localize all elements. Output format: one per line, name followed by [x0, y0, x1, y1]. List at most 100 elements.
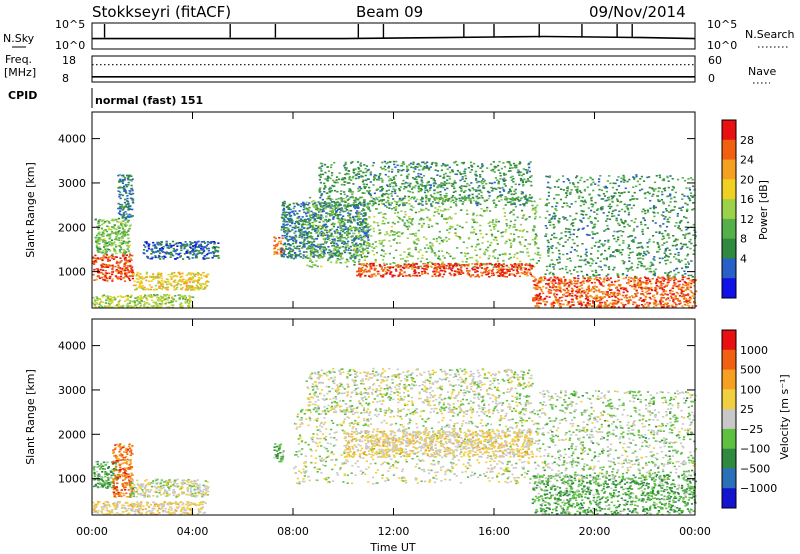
- power-cell: [344, 204, 347, 207]
- power-cell: [206, 285, 209, 287]
- power-cell: [176, 248, 179, 251]
- power-cell: [418, 274, 421, 277]
- power-cell: [412, 233, 415, 235]
- power-cell: [286, 248, 289, 251]
- power-cell: [480, 274, 483, 277]
- power-cell: [109, 250, 112, 252]
- power-cell: [347, 212, 350, 214]
- power-cell: [319, 173, 322, 176]
- power-cell: [325, 229, 328, 232]
- power-cell: [463, 264, 466, 266]
- power-cell: [525, 263, 528, 265]
- power-cell: [471, 274, 474, 276]
- power-cell: [382, 245, 385, 247]
- power-cell: [124, 272, 127, 274]
- power-cell: [412, 240, 415, 243]
- power-cell: [315, 205, 318, 207]
- power-cell: [137, 300, 140, 303]
- power-cell: [667, 277, 670, 279]
- power-cell: [317, 230, 320, 232]
- power-cell: [635, 304, 639, 306]
- power-cell: [441, 250, 444, 252]
- power-cell: [451, 199, 454, 201]
- power-cell: [296, 212, 299, 215]
- power-cell: [155, 288, 158, 291]
- power-cell: [289, 224, 292, 227]
- power-cell: [342, 215, 345, 217]
- power-cell: [474, 170, 477, 173]
- power-cell: [420, 173, 423, 176]
- power-cell: [348, 182, 351, 184]
- power-cell: [349, 191, 352, 193]
- power-cell: [330, 250, 333, 253]
- power-cell: [126, 295, 129, 297]
- power-cell: [114, 256, 117, 258]
- power-cell: [473, 268, 476, 271]
- power-cell: [460, 270, 463, 272]
- power-cell: [392, 185, 395, 188]
- power-cell: [186, 286, 189, 289]
- power-cell: [128, 213, 131, 216]
- power-cell: [400, 210, 403, 212]
- power-cell: [121, 194, 125, 197]
- power-cell: [127, 265, 130, 267]
- power-cell: [504, 252, 507, 255]
- power-cell: [420, 183, 423, 186]
- power-cell: [512, 209, 515, 211]
- power-cell: [404, 263, 408, 266]
- power-cell: [105, 254, 109, 256]
- power-cell: [314, 251, 317, 253]
- power-cell: [185, 285, 188, 288]
- power-cell: [395, 232, 398, 234]
- power-cell: [440, 266, 443, 268]
- power-cell: [191, 289, 194, 291]
- power-cell: [465, 267, 469, 270]
- power-cell: [283, 217, 286, 219]
- power-cell: [199, 252, 202, 254]
- power-cell: [345, 197, 348, 199]
- power-cell: [289, 248, 292, 250]
- power-cell: [446, 218, 449, 220]
- power-cell: [356, 227, 359, 230]
- power-cell: [320, 218, 323, 221]
- power-cell: [526, 169, 529, 171]
- power-cell: [117, 269, 120, 272]
- power-cell: [583, 277, 586, 280]
- power-cell: [398, 169, 401, 172]
- power-cell: [516, 268, 519, 270]
- power-cell: [388, 234, 391, 237]
- power-cell: [127, 277, 131, 280]
- power-cell: [285, 211, 288, 214]
- power-cell: [332, 252, 335, 255]
- power-cell: [366, 250, 369, 252]
- power-cell: [560, 282, 563, 284]
- power-cell: [495, 239, 498, 242]
- power-cell: [350, 209, 353, 212]
- power-cell: [407, 267, 410, 269]
- power-cell: [284, 216, 287, 218]
- power-cell: [472, 199, 475, 202]
- power-cell: [528, 166, 531, 169]
- power-cell: [96, 242, 99, 244]
- power-cell: [343, 191, 346, 193]
- power-cell: [111, 299, 114, 301]
- power-cell: [340, 183, 343, 186]
- power-cell: [334, 214, 337, 217]
- power-cell: [428, 200, 431, 202]
- power-cell: [316, 245, 319, 248]
- power-cell: [117, 221, 120, 223]
- power-cell: [403, 202, 406, 204]
- power-cell: [189, 281, 192, 283]
- power-cell: [518, 241, 522, 244]
- power-region-1: [94, 218, 132, 256]
- power-cell: [105, 242, 108, 245]
- power-cell: [281, 213, 284, 216]
- power-cell: [369, 200, 372, 203]
- power-cell: [316, 217, 319, 220]
- power-cell: [356, 210, 359, 212]
- power-cell: [131, 269, 134, 271]
- power-cell: [444, 218, 447, 220]
- power-cell: [141, 297, 144, 299]
- power-cell: [523, 196, 526, 198]
- power-cell: [388, 207, 391, 209]
